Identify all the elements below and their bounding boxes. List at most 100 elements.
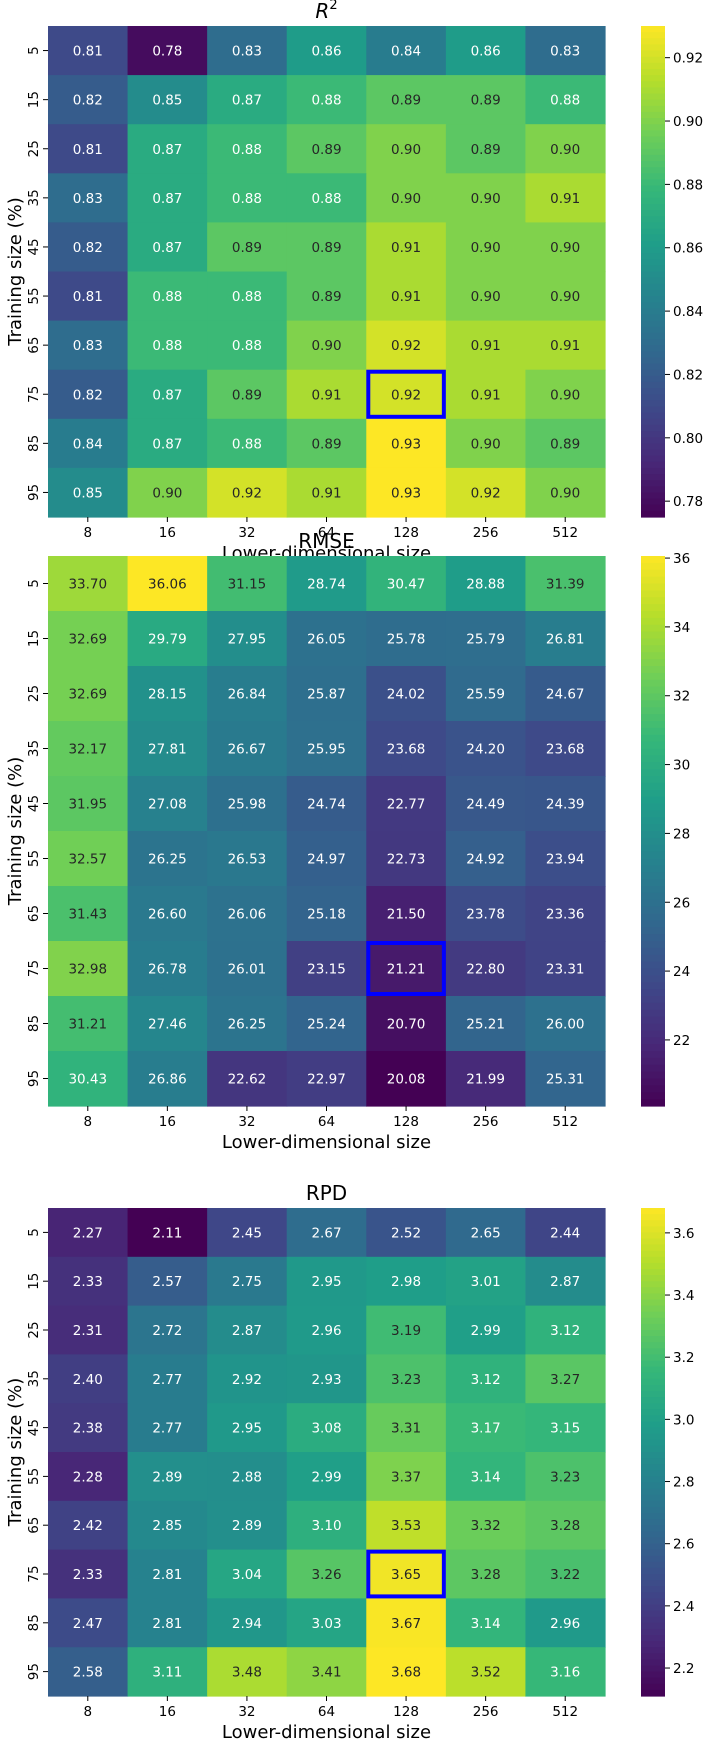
colorbar: 0.78 0.80 0.82 0.84 0.86 0.88 0.90 0.92 (641, 26, 703, 518)
heatmap-cell (286, 1452, 367, 1502)
heatmap-cell (48, 1305, 129, 1355)
cell-label: 2.87 (550, 1274, 580, 1290)
heatmap-cell (445, 1500, 527, 1551)
colorbar-segment (641, 50, 665, 58)
y-tick-label: 25 (26, 140, 42, 157)
cell-label: 3.11 (152, 1665, 182, 1681)
colorbar-segment (641, 363, 665, 371)
colorbar-segment (641, 727, 665, 736)
heatmap-cell (286, 1549, 367, 1599)
y-tick-label: 45 (26, 1419, 42, 1436)
heatmap-cell (127, 418, 208, 469)
y-tick-label: 55 (26, 287, 42, 304)
heatmap-cell (286, 418, 367, 469)
heatmap-cell (127, 1452, 208, 1502)
colorbar-segment (641, 203, 665, 211)
heatmap-cell (445, 467, 527, 518)
cell-label: 3.31 (391, 1421, 421, 1437)
colorbar-segment (641, 345, 665, 352)
heatmap-cell (445, 1305, 527, 1355)
colorbar-segment (641, 954, 665, 963)
heatmap-cell (525, 721, 606, 777)
colorbar-segment (641, 1677, 665, 1685)
heatmap-cell (445, 1051, 527, 1107)
cell-label: 0.89 (232, 387, 262, 403)
cell-label: 25.95 (307, 742, 346, 758)
cell-label: 22.62 (228, 1072, 267, 1088)
heatmap-cell (445, 369, 527, 420)
y-tick-label: 25 (26, 1321, 42, 1338)
colorbar-tick-label: 22 (673, 1033, 690, 1049)
heatmap-cell (525, 1354, 606, 1404)
x-tick-label: 64 (318, 525, 335, 541)
colorbar-segment (641, 721, 665, 729)
heatmap-cell (48, 222, 129, 273)
heatmap-cell (366, 467, 447, 518)
heatmap-cell (525, 1051, 606, 1107)
colorbar-segment (641, 556, 665, 564)
heatmap-cell (445, 556, 527, 612)
cell-label: 31.95 (68, 797, 107, 813)
colorbar-segment (641, 1628, 665, 1636)
cell-label: 32.69 (68, 632, 107, 648)
heatmap-cell (366, 776, 447, 832)
heatmap-cell (366, 831, 447, 887)
heatmap-cell (207, 320, 288, 371)
cell-label: 3.10 (311, 1518, 341, 1534)
heatmap-cell (366, 75, 447, 125)
cell-label: 2.99 (311, 1469, 341, 1485)
colorbar-segment (641, 259, 665, 266)
colorbar-segment (641, 504, 665, 512)
cell-label: 23.78 (466, 907, 505, 923)
heatmap-cell (127, 611, 208, 667)
colorbar-segment (641, 424, 665, 432)
heatmap-cell (207, 124, 288, 174)
colorbar-segment (641, 982, 665, 990)
colorbar-segment (641, 1555, 665, 1563)
colorbar-segment (641, 1464, 665, 1471)
cell-label: 0.90 (152, 485, 182, 501)
colorbar-segment (641, 1561, 665, 1569)
heatmap-cell (366, 1051, 447, 1107)
colorbar-segment (641, 604, 665, 612)
colorbar-segment (641, 185, 665, 193)
cell-label: 0.90 (471, 436, 501, 452)
cell-label: 27.81 (148, 742, 187, 758)
cell-label: 2.11 (152, 1225, 182, 1241)
colorbar-segment (641, 253, 665, 260)
heatmap-cell (207, 369, 288, 420)
colorbar-segment (641, 1030, 665, 1038)
colorbar-segment (641, 400, 665, 408)
cell-label: 28.88 (466, 577, 505, 593)
cell-label: 2.75 (232, 1274, 262, 1290)
highlight-box (366, 369, 446, 419)
colorbar-segment (641, 1671, 665, 1679)
cell-label: 0.88 (152, 289, 182, 305)
cell-label: 0.91 (311, 387, 341, 403)
cell-label: 25.79 (466, 632, 505, 648)
cell-label: 2.67 (311, 1225, 341, 1241)
cell-label: 0.83 (73, 338, 103, 354)
heatmap-cell (525, 75, 606, 125)
cell-label: 0.90 (471, 191, 501, 207)
heatmap-panel-3: 2.27 2.11 2.45 2.67 2.52 2.65 2.442.33 2.57 2.75… (5, 1181, 694, 1743)
cell-label: 3.41 (311, 1665, 341, 1681)
colorbar-segment (641, 1659, 665, 1667)
cell-label: 3.52 (471, 1665, 501, 1681)
cell-label: 26.60 (148, 907, 187, 923)
colorbar-tick-label: 36 (673, 551, 690, 567)
heatmap-cell (445, 1549, 527, 1599)
colorbar-segment (641, 130, 665, 138)
colorbar-segment (641, 38, 665, 46)
heatmap-cell (366, 996, 447, 1052)
y-tick-label: 55 (26, 850, 42, 867)
cell-label: 0.93 (391, 436, 421, 452)
colorbar-segment (641, 892, 665, 901)
colorbar-segment (641, 1044, 665, 1052)
colorbar-segment (641, 1537, 665, 1545)
colorbar-segment (641, 1494, 665, 1502)
colorbar-segment (641, 961, 665, 970)
heatmap-cell (445, 173, 527, 223)
y-tick-label: 65 (26, 1517, 42, 1534)
cell-label: 0.78 (152, 44, 182, 60)
